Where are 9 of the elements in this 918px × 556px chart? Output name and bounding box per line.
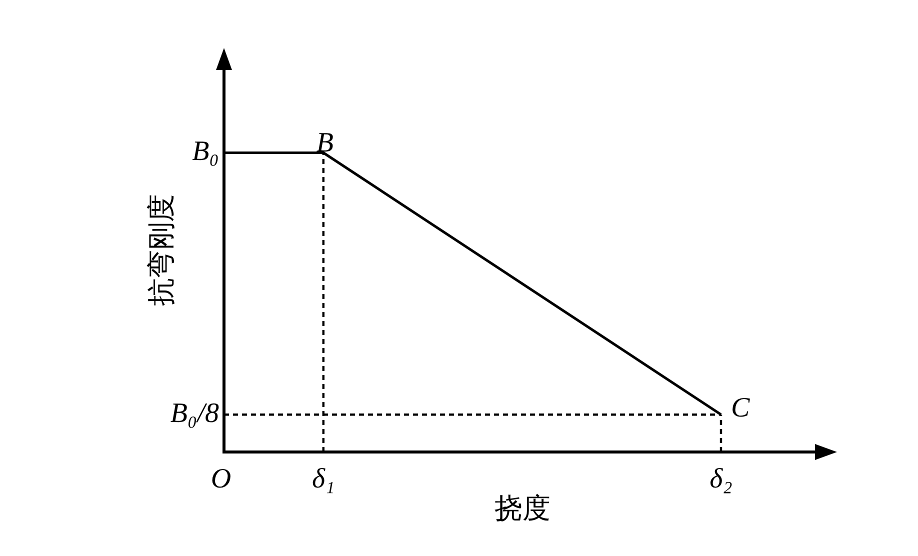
- x-axis-title: 挠度: [494, 493, 550, 524]
- annotation: B₀/8: [170, 398, 219, 429]
- annotation: B₀: [192, 136, 219, 168]
- x-tick-label: O: [210, 463, 232, 494]
- annotation: B: [316, 128, 334, 159]
- annotation: C: [731, 392, 750, 424]
- y-axis-title: 抗弯刚度: [146, 194, 178, 306]
- x-tick-label: δ₁: [312, 463, 335, 494]
- x-tick-label: δ₂: [710, 463, 733, 494]
